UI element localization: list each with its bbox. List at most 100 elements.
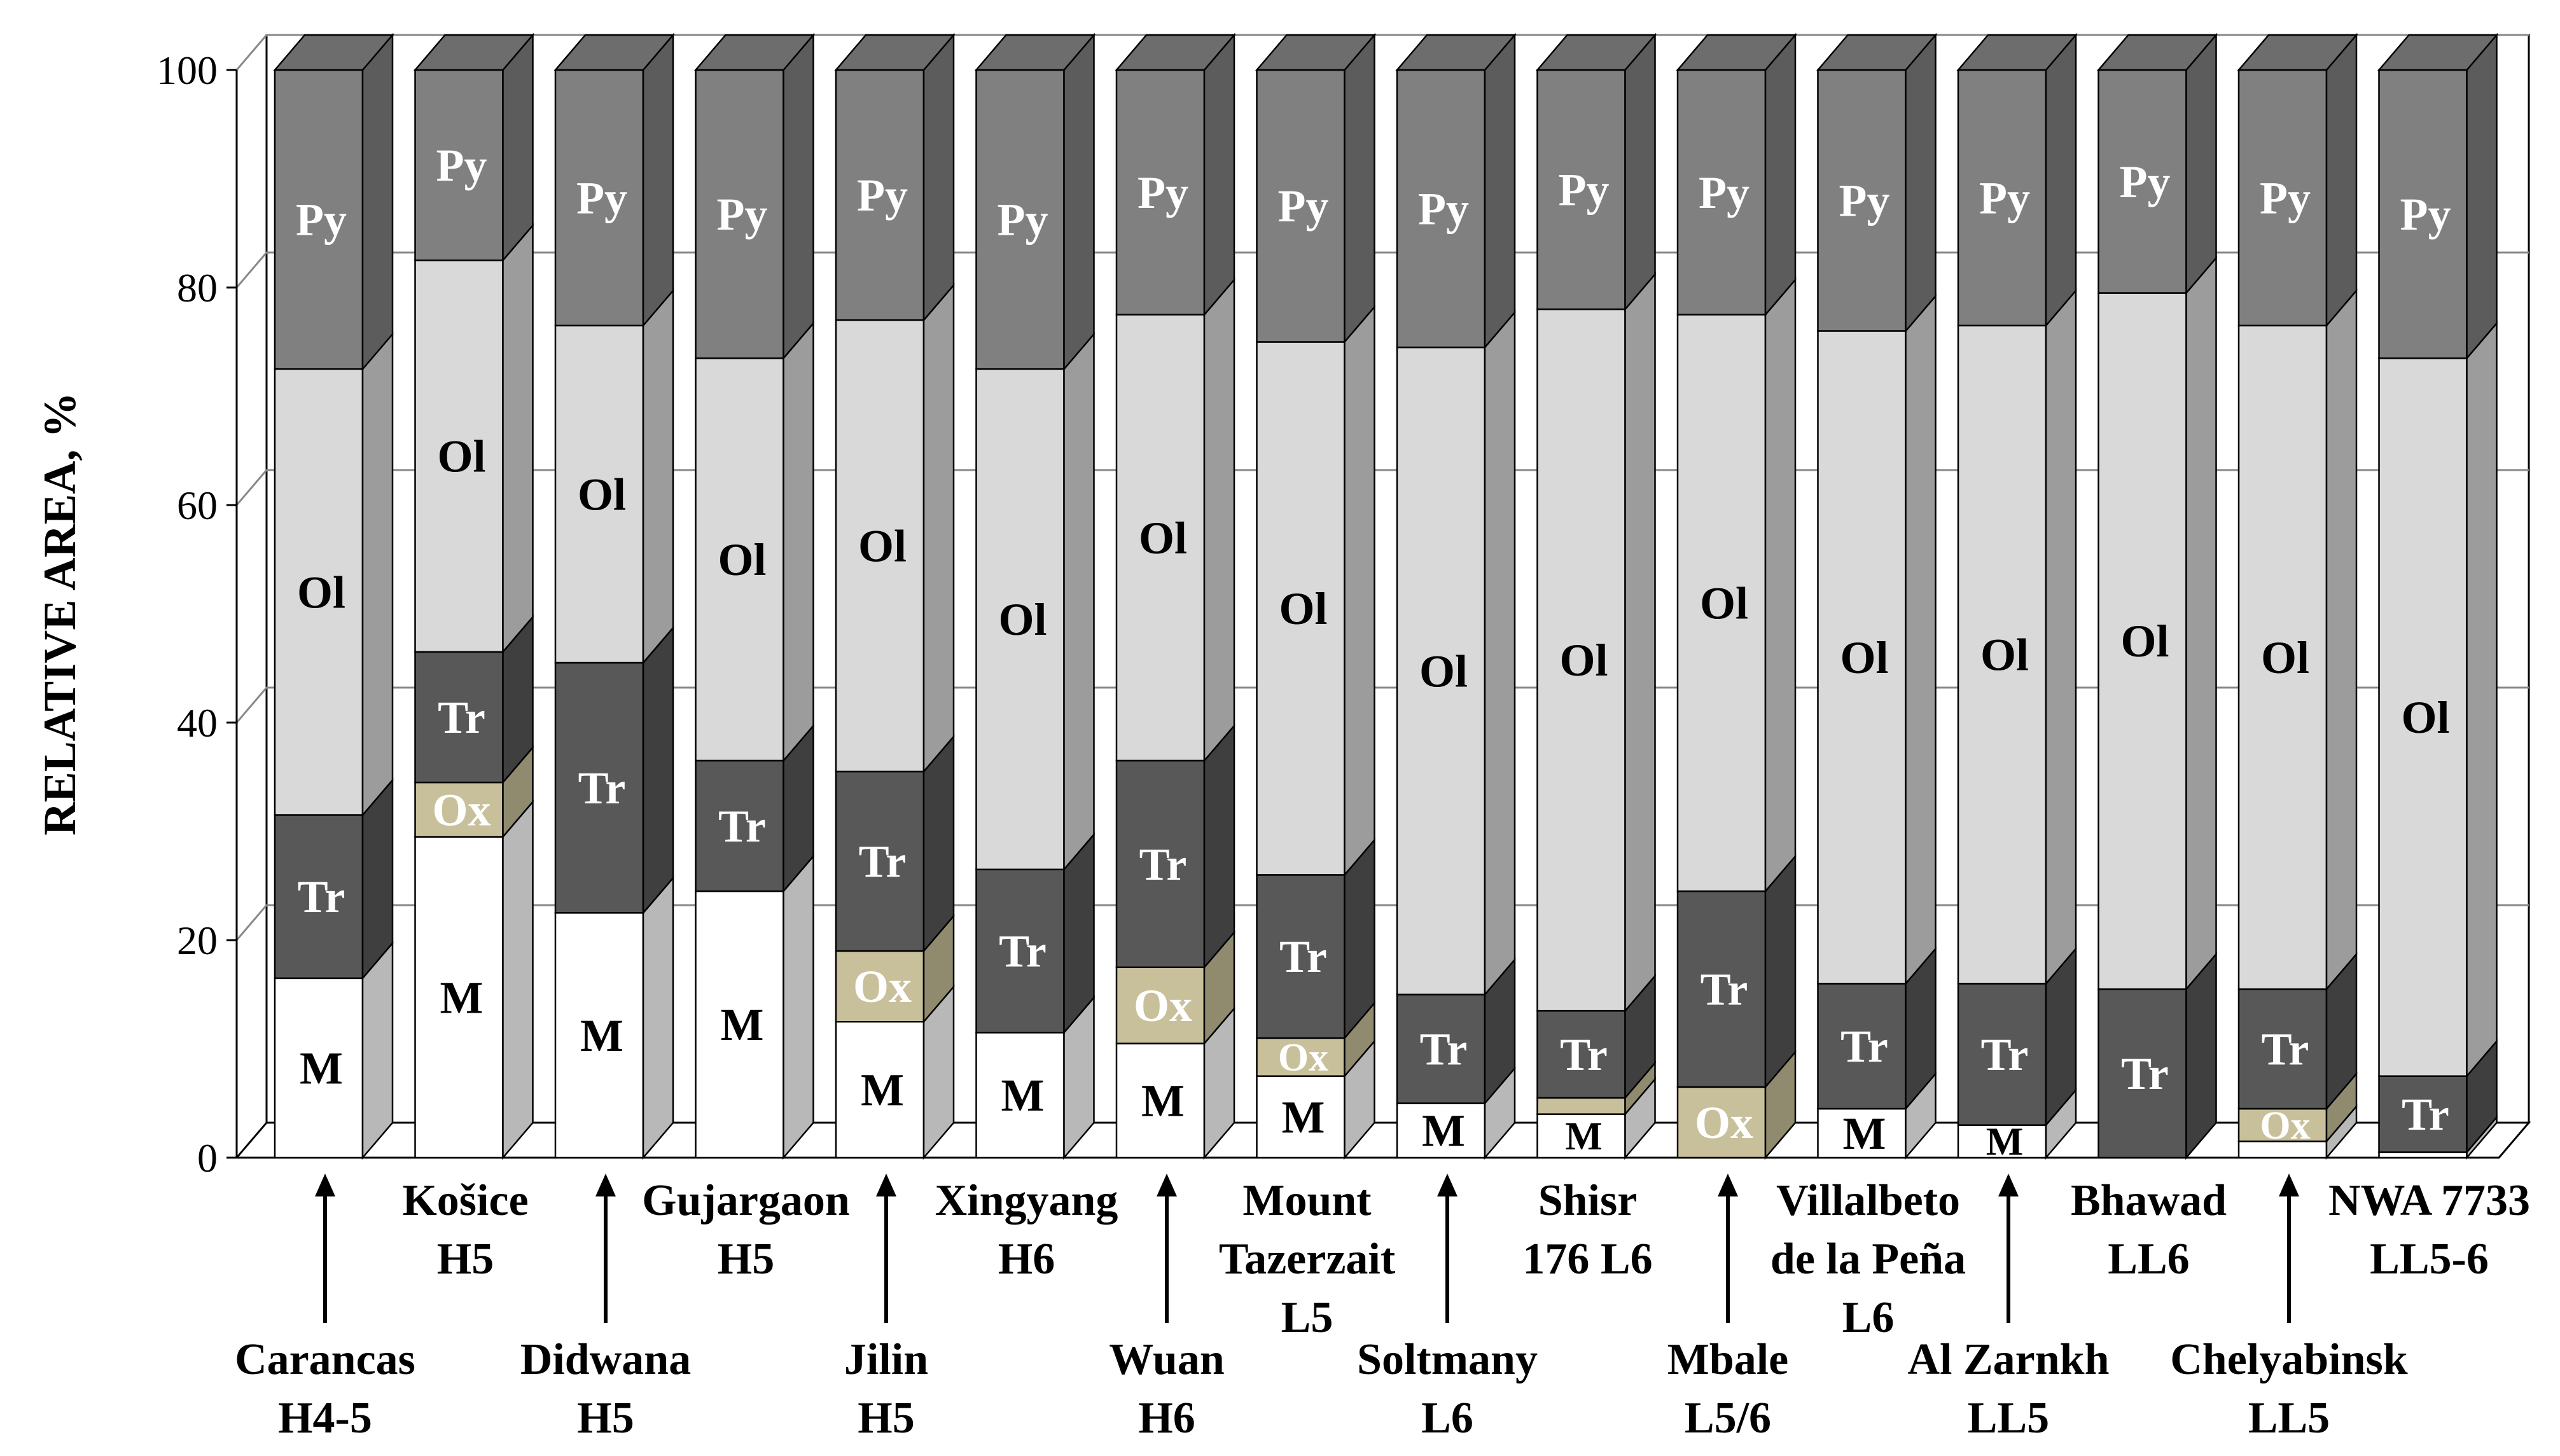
bar-top-face (2377, 34, 2499, 71)
bar-stack: M Ox Tr Ol Py (1115, 32, 1236, 1160)
bar-segment-ox (835, 950, 925, 1023)
segment-label-py: Py (436, 140, 487, 191)
category-labels: Carancas H4-5 Košice H5 Didwana H5 Gujargaon H5… (235, 1174, 2530, 1443)
segment-label-m: M (1565, 1115, 1603, 1158)
bar-segment-side (2325, 32, 2358, 328)
segment-label-m: M (300, 1043, 343, 1093)
bar-segment-m (1957, 1124, 2047, 1159)
bar-segment-m (2378, 1151, 2468, 1159)
y-tick-label: 20 (177, 918, 218, 963)
bar-segment-ox (1676, 1086, 1767, 1159)
bar-segment-side (1203, 723, 1235, 970)
bar-segment-ol (414, 260, 504, 653)
bar-segment-py (1676, 69, 1767, 315)
bar-segment-side (1624, 272, 1656, 1013)
segment-label-tr: Tr (718, 801, 766, 852)
segment-label-tr: Tr (2262, 1023, 2309, 1074)
category-label-line: LL5-6 (2370, 1235, 2489, 1284)
bar-segment-side (1344, 305, 1375, 877)
category-label-line: Mbale (1667, 1335, 1789, 1384)
bar-segment-ox (1115, 966, 1206, 1044)
segment-label-ol: Ol (1279, 583, 1327, 634)
segment-label-tr: Tr (578, 763, 626, 814)
bar-stack: M Ox Tr Ol Py (413, 32, 535, 1160)
bar-top-face (413, 34, 535, 71)
segment-label-ox: Ox (853, 961, 912, 1012)
segment-label-tr: Tr (438, 692, 485, 743)
bar-stack: M Tr Ol Py (553, 32, 675, 1160)
segment-label-ol: Ol (1139, 513, 1187, 564)
bar-segment-m (274, 977, 364, 1159)
pointer-arrow-head (1437, 1174, 1457, 1196)
bar-stack: Ox Tr Ol Py (1676, 32, 1797, 1160)
category-label: Shisr 176 L6 (1522, 1176, 1652, 1284)
segment-label-py: Py (2260, 172, 2311, 223)
segment-label-tr: Tr (859, 836, 907, 887)
segment-label-py: Py (1839, 176, 1890, 226)
pointer-arrow-head (1718, 1174, 1738, 1196)
category-label: Košice H5 (402, 1176, 528, 1284)
segment-label-m: M (1001, 1070, 1045, 1121)
bar-segment-py (2378, 69, 2468, 359)
category-label-line: H6 (1138, 1394, 1195, 1443)
category-label-line: Carancas (235, 1335, 415, 1384)
segment-label-py: Py (1418, 184, 1469, 235)
y-tick-label: 100 (157, 48, 218, 93)
bar-segment-side (502, 800, 534, 1160)
bar-segment-side (2466, 32, 2498, 361)
bar-stack: Ox Tr Ol Py (2237, 32, 2358, 1160)
segment-label-ol: Ol (1419, 646, 1468, 697)
category-label-line: H5 (858, 1394, 914, 1443)
category-label-line: LL6 (2108, 1235, 2189, 1284)
bar-stack: M Tr Ol Py (1816, 32, 1938, 1160)
segment-label-tr: Tr (1560, 1029, 1608, 1080)
bar-segment-side (2185, 32, 2217, 295)
bar-segment-tr (1256, 874, 1346, 1039)
segment-label-tr: Tr (1279, 931, 1327, 982)
bar-segment-side (361, 331, 394, 817)
bar-segment-tr (1396, 994, 1486, 1104)
segment-label-tr: Tr (1840, 1021, 1888, 1072)
category-label-line: L5 (1281, 1293, 1333, 1342)
bar-segment-side (1764, 32, 1797, 317)
segment-label-m: M (580, 1010, 623, 1061)
category-label: Jilin H5 (844, 1174, 928, 1443)
bar-segment-side (2185, 256, 2217, 992)
segment-label-py: Py (2400, 189, 2451, 240)
bar-segment-m (414, 836, 504, 1159)
bar-top-face (1956, 34, 2078, 71)
segment-label-tr: Tr (2121, 1048, 2169, 1099)
bar-top-face (553, 34, 675, 71)
segment-label-ol: Ol (437, 431, 485, 482)
segment-label-ol: Ol (2261, 632, 2309, 683)
bar-segment-m (835, 1021, 925, 1159)
bar-segment-ol (1256, 341, 1346, 876)
bar-segment-side (361, 941, 394, 1160)
bar-segment-ol (1536, 308, 1626, 1012)
category-label-line: Soltmany (1357, 1335, 1538, 1384)
segment-label-m: M (1141, 1076, 1185, 1127)
pointer-arrow-head (1157, 1174, 1177, 1196)
bar-top-face (2237, 34, 2358, 71)
category-label: Soltmany L6 (1357, 1174, 1538, 1443)
bar-top-face (693, 34, 816, 71)
segment-label-py: Py (2120, 156, 2171, 207)
category-label: Wuan H6 (1109, 1174, 1225, 1443)
segment-label-ox: Ox (1278, 1036, 1328, 1079)
segment-label-py: Py (1559, 165, 1610, 216)
y-axis-title: RELATIVE AREA, % (34, 392, 85, 836)
bar-segment-py (274, 69, 364, 370)
bar-segment-ox (1536, 1097, 1626, 1115)
pointer-arrow-head (2279, 1174, 2299, 1196)
bar-segment-tr (1817, 983, 1907, 1110)
bar-top-face (1676, 34, 1797, 71)
y-axis: 0 20 40 60 80 100 (157, 48, 238, 1181)
y-tick-label: 0 (197, 1135, 218, 1181)
bar-segment-side (1063, 32, 1095, 371)
bar-top-face (1395, 34, 1517, 71)
category-label: Mount Tazerzait L5 (1219, 1176, 1395, 1342)
bar-segment-ol (2097, 292, 2187, 990)
bar-segment-ol (695, 357, 784, 762)
